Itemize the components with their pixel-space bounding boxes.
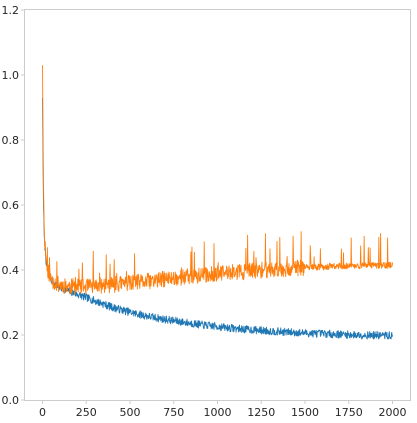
x-tick-label: 1000 xyxy=(204,406,232,419)
series-line-0 xyxy=(42,97,393,340)
x-tick-label: 500 xyxy=(120,406,141,419)
x-tick-label: 2000 xyxy=(379,406,407,419)
x-tick-label: 750 xyxy=(163,406,184,419)
series-layer xyxy=(42,65,393,340)
x-tick-label: 1250 xyxy=(247,406,275,419)
x-tick-label: 250 xyxy=(76,406,97,419)
y-tick-label: 0.0 xyxy=(2,394,20,407)
y-tick-label: 0.2 xyxy=(2,329,20,342)
x-tick-label: 1750 xyxy=(335,406,363,419)
x-axis-ticks: 0 250 500 750 1000 1250 1500 1750 2000 xyxy=(39,400,407,419)
y-tick-label: 1.2 xyxy=(2,4,20,17)
plot-area xyxy=(42,65,393,340)
plot-frame xyxy=(24,9,411,401)
x-tick-label: 1500 xyxy=(291,406,319,419)
y-tick-label: 0.4 xyxy=(2,264,20,277)
axes xyxy=(24,9,411,401)
y-tick-label: 0.8 xyxy=(2,134,20,147)
y-tick-label: 0.6 xyxy=(2,199,20,212)
y-axis-ticks: 0.0 0.2 0.4 0.6 0.8 1.0 1.2 xyxy=(2,4,25,407)
series-line-1 xyxy=(42,65,393,296)
x-tick-label: 0 xyxy=(39,406,46,419)
y-tick-label: 1.0 xyxy=(2,69,20,82)
